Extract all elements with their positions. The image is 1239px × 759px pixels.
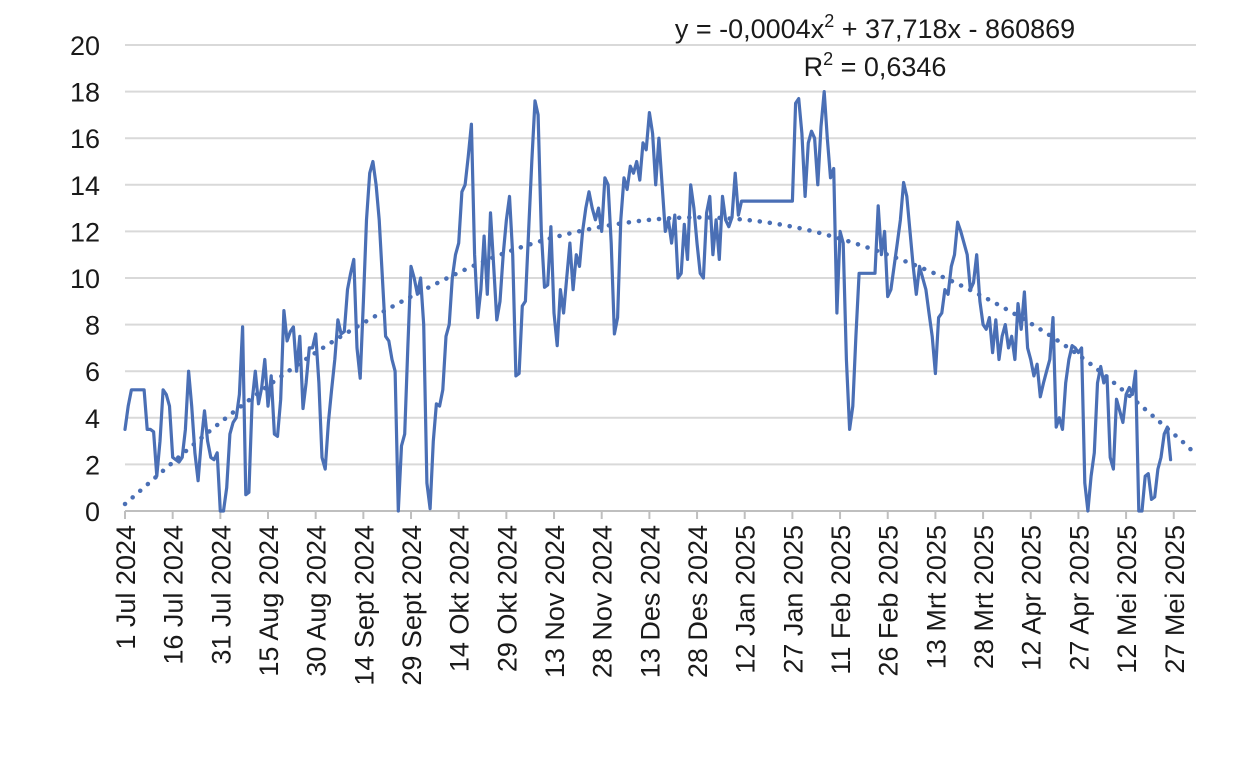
x-tick-label: 28 Des 2024 bbox=[683, 525, 713, 678]
x-tick-label: 29 Okt 2024 bbox=[492, 525, 522, 672]
x-tick-label: 31 Jul 2024 bbox=[206, 525, 236, 665]
x-tick-label: 12 Mei 2025 bbox=[1112, 525, 1142, 674]
y-axis-ticks: 0 2 4 6 8 10 12 14 16 18 20 bbox=[70, 31, 100, 527]
x-tick-label: 27 Mei 2025 bbox=[1160, 525, 1190, 674]
y-tick-label: 16 bbox=[70, 124, 100, 154]
y-tick-label: 0 bbox=[85, 497, 100, 527]
x-tick-label: 13 Des 2024 bbox=[635, 525, 665, 678]
y-tick-label: 8 bbox=[85, 311, 100, 341]
y-tick-label: 10 bbox=[70, 264, 100, 294]
series-line bbox=[123, 90, 1173, 513]
x-tick-label: 12 Jan 2025 bbox=[731, 525, 761, 674]
x-tick-label: 11 Feb 2025 bbox=[826, 525, 856, 675]
x-tick-label: 29 Sept 2024 bbox=[397, 525, 427, 686]
x-tick-label: 26 Feb 2025 bbox=[874, 525, 904, 677]
y-tick-label: 12 bbox=[70, 217, 100, 247]
y-tick-label: 4 bbox=[85, 404, 100, 434]
trendline bbox=[122, 215, 1199, 507]
y-tick-label: 20 bbox=[70, 31, 100, 61]
r-squared-label: R2 = 0,6346 bbox=[804, 49, 947, 82]
x-tick-label: 28 Mrt 2025 bbox=[969, 525, 999, 669]
x-tick-label: 16 Jul 2024 bbox=[159, 525, 189, 665]
x-tick-label: 12 Apr 2025 bbox=[1017, 525, 1047, 671]
x-tick-label: 30 Aug 2024 bbox=[302, 525, 332, 677]
gridlines bbox=[125, 44, 1196, 466]
x-tick-label: 27 Jan 2025 bbox=[778, 525, 808, 674]
x-axis-ticks: 1 Jul 2024 16 Jul 2024 31 Jul 2024 15 Aug 2… bbox=[111, 510, 1196, 686]
equation-label: y = -0,0004x2 + 37,718x - 860869 bbox=[675, 11, 1075, 44]
trendline-path bbox=[122, 215, 1199, 507]
series bbox=[123, 90, 1173, 513]
y-tick-label: 6 bbox=[85, 357, 100, 387]
trendline-equation: y = -0,0004x2 + 37,718x - 860869 R2 = 0,… bbox=[675, 11, 1075, 82]
x-tick-label: 15 Aug 2024 bbox=[254, 525, 284, 677]
x-tick-label: 1 Jul 2024 bbox=[111, 525, 141, 650]
x-tick-label: 28 Nov 2024 bbox=[588, 525, 618, 678]
y-tick-label: 2 bbox=[85, 450, 100, 480]
x-tick-label: 14 Okt 2024 bbox=[445, 525, 475, 672]
x-tick-label: 27 Apr 2025 bbox=[1064, 525, 1094, 671]
y-tick-label: 14 bbox=[70, 171, 100, 201]
x-tick-label: 13 Mrt 2025 bbox=[921, 525, 951, 669]
x-tick-label: 14 Sept 2024 bbox=[349, 525, 379, 686]
x-tick-label: 13 Nov 2024 bbox=[540, 525, 570, 678]
y-tick-label: 18 bbox=[70, 78, 100, 108]
